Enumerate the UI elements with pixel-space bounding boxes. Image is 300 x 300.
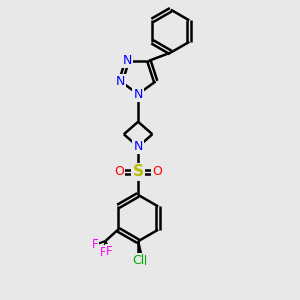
Text: N: N [134,140,143,153]
Text: O: O [152,166,162,178]
Text: O: O [114,166,124,178]
Text: F: F [106,245,113,258]
Text: F: F [100,246,107,259]
Text: F: F [92,238,98,251]
Text: N: N [134,88,143,100]
Text: N: N [116,75,125,88]
Text: N: N [123,54,132,67]
Text: Cl: Cl [136,255,148,268]
Text: S: S [133,164,144,179]
Text: Cl: Cl [132,254,144,267]
